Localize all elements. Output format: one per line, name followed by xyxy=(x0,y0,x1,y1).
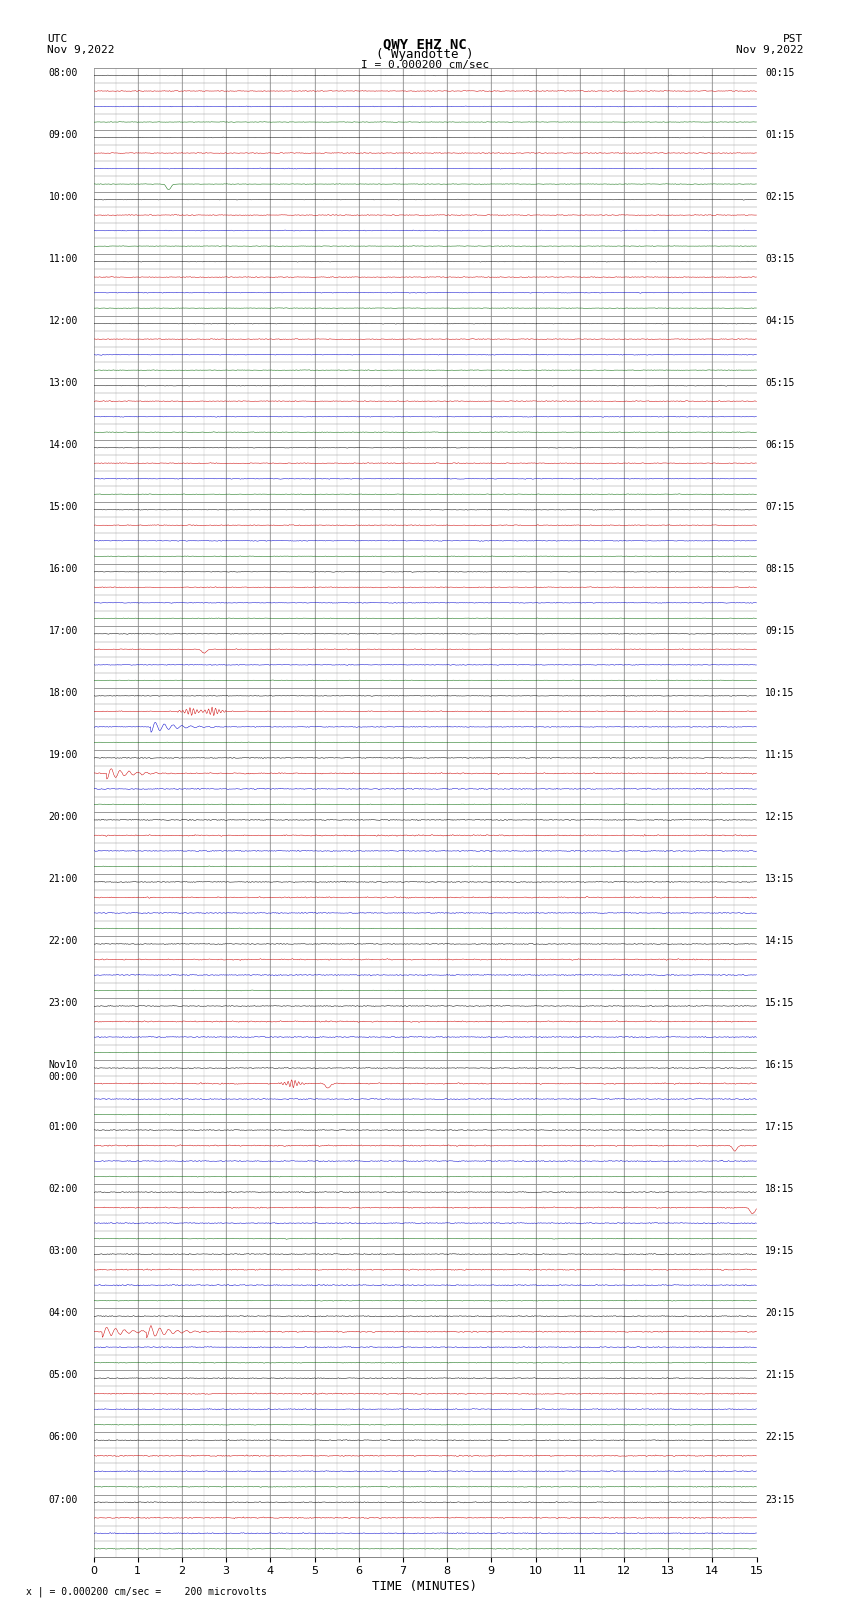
Text: UTC: UTC xyxy=(47,34,67,44)
Text: 12:00: 12:00 xyxy=(48,316,78,326)
Text: 16:15: 16:15 xyxy=(765,1060,795,1071)
Text: 20:15: 20:15 xyxy=(765,1308,795,1318)
Text: 09:15: 09:15 xyxy=(765,626,795,636)
Text: 11:00: 11:00 xyxy=(48,253,78,265)
Text: 17:00: 17:00 xyxy=(48,626,78,636)
Text: 19:00: 19:00 xyxy=(48,750,78,760)
Text: 00:15: 00:15 xyxy=(765,68,795,77)
Text: 05:15: 05:15 xyxy=(765,377,795,387)
Text: 16:00: 16:00 xyxy=(48,565,78,574)
Text: QWY EHZ NC: QWY EHZ NC xyxy=(383,37,467,52)
X-axis label: TIME (MINUTES): TIME (MINUTES) xyxy=(372,1581,478,1594)
Text: 08:00: 08:00 xyxy=(48,68,78,77)
Text: 12:15: 12:15 xyxy=(765,813,795,823)
Text: 02:15: 02:15 xyxy=(765,192,795,202)
Text: 10:15: 10:15 xyxy=(765,689,795,698)
Text: 20:00: 20:00 xyxy=(48,813,78,823)
Text: I = 0.000200 cm/sec: I = 0.000200 cm/sec xyxy=(361,60,489,69)
Text: 10:00: 10:00 xyxy=(48,192,78,202)
Text: Nov 9,2022: Nov 9,2022 xyxy=(47,45,114,55)
Text: 23:15: 23:15 xyxy=(765,1495,795,1505)
Text: 19:15: 19:15 xyxy=(765,1247,795,1257)
Text: 04:00: 04:00 xyxy=(48,1308,78,1318)
Text: 01:15: 01:15 xyxy=(765,129,795,140)
Text: 13:00: 13:00 xyxy=(48,377,78,387)
Text: 13:15: 13:15 xyxy=(765,874,795,884)
Text: Nov10
00:00: Nov10 00:00 xyxy=(48,1060,78,1082)
Text: 22:15: 22:15 xyxy=(765,1432,795,1442)
Text: 05:00: 05:00 xyxy=(48,1371,78,1381)
Text: 02:00: 02:00 xyxy=(48,1184,78,1194)
Text: 09:00: 09:00 xyxy=(48,129,78,140)
Text: 18:00: 18:00 xyxy=(48,689,78,698)
Text: 18:15: 18:15 xyxy=(765,1184,795,1194)
Text: ( Wyandotte ): ( Wyandotte ) xyxy=(377,48,473,61)
Text: 07:15: 07:15 xyxy=(765,502,795,511)
Text: 11:15: 11:15 xyxy=(765,750,795,760)
Text: 06:15: 06:15 xyxy=(765,440,795,450)
Text: Nov 9,2022: Nov 9,2022 xyxy=(736,45,803,55)
Text: 14:00: 14:00 xyxy=(48,440,78,450)
Text: 04:15: 04:15 xyxy=(765,316,795,326)
Text: 07:00: 07:00 xyxy=(48,1495,78,1505)
Text: 08:15: 08:15 xyxy=(765,565,795,574)
Text: 23:00: 23:00 xyxy=(48,998,78,1008)
Text: 01:00: 01:00 xyxy=(48,1123,78,1132)
Text: 03:00: 03:00 xyxy=(48,1247,78,1257)
Text: 21:15: 21:15 xyxy=(765,1371,795,1381)
Text: PST: PST xyxy=(783,34,803,44)
Text: 17:15: 17:15 xyxy=(765,1123,795,1132)
Text: 22:00: 22:00 xyxy=(48,936,78,947)
Text: 14:15: 14:15 xyxy=(765,936,795,947)
Text: 03:15: 03:15 xyxy=(765,253,795,265)
Text: 15:00: 15:00 xyxy=(48,502,78,511)
Text: 21:00: 21:00 xyxy=(48,874,78,884)
Text: 15:15: 15:15 xyxy=(765,998,795,1008)
Text: x | = 0.000200 cm/sec =    200 microvolts: x | = 0.000200 cm/sec = 200 microvolts xyxy=(26,1586,266,1597)
Text: 06:00: 06:00 xyxy=(48,1432,78,1442)
